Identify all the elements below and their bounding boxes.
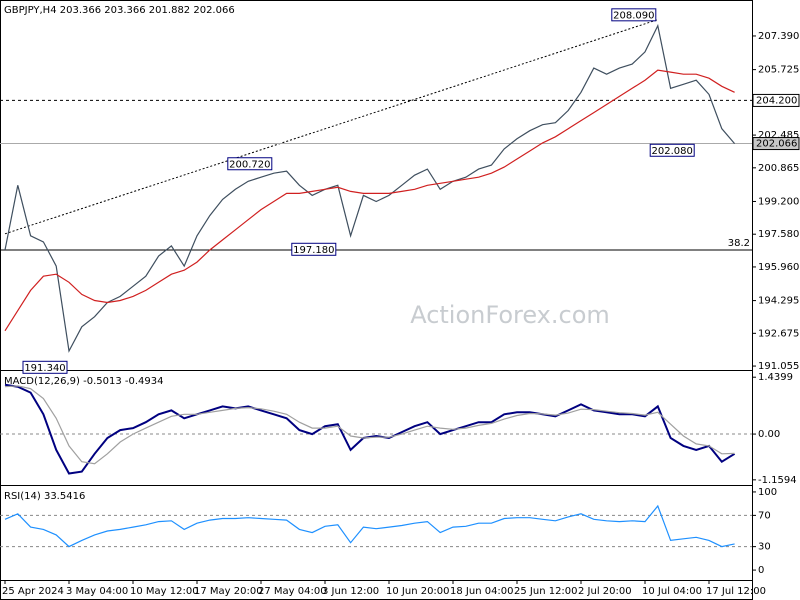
annotation-box bbox=[227, 157, 273, 171]
y-tick-label: 0.00 bbox=[758, 429, 780, 440]
annotation-box bbox=[649, 143, 695, 157]
annotation-label: 200.720 bbox=[229, 159, 270, 170]
y-tick-label: 205.725 bbox=[758, 65, 799, 76]
y-tick-label: 100 bbox=[758, 487, 777, 498]
annotation-box bbox=[22, 360, 68, 374]
watermark: ActionForex.com bbox=[410, 301, 610, 329]
series-line bbox=[4, 69, 735, 332]
x-tick-label: 17 Jul 12:00 bbox=[706, 586, 766, 597]
x-tick-label: 10 May 12:00 bbox=[130, 586, 199, 597]
price-label: 204.200 bbox=[756, 95, 797, 106]
y-tick-label: 0 bbox=[758, 565, 764, 576]
x-tick-label: 25 Apr 2024 bbox=[2, 586, 64, 597]
price-label: 202.066 bbox=[756, 139, 797, 150]
x-tick-label: 3 Jun 12:00 bbox=[322, 586, 379, 597]
series-line bbox=[4, 23, 736, 353]
y-tick-label: 202.485 bbox=[758, 130, 799, 141]
x-tick-label: 17 May 20:00 bbox=[194, 586, 263, 597]
series-line bbox=[4, 383, 736, 475]
annotation-label: 208.090 bbox=[613, 10, 654, 21]
y-tick-label: -1.1594 bbox=[758, 475, 797, 486]
x-tick-label: 3 May 04:00 bbox=[66, 586, 128, 597]
annotation-label: 191.340 bbox=[24, 363, 65, 374]
y-tick-label: 200.865 bbox=[758, 163, 799, 174]
y-tick-label: 192.675 bbox=[758, 328, 799, 339]
annotation-box bbox=[291, 242, 337, 256]
panel-title: MACD(12,26,9) -0.5013 -0.4934 bbox=[4, 376, 164, 387]
y-tick-label: 195.960 bbox=[758, 262, 799, 273]
panel-title: GBPJPY,H4 203.366 203.366 201.882 202.06… bbox=[4, 5, 235, 16]
series-line bbox=[4, 385, 735, 465]
x-tick-label: 18 Jun 04:00 bbox=[450, 586, 514, 597]
price-label-box bbox=[752, 93, 800, 107]
annotation-box bbox=[611, 8, 657, 22]
level-label: 38.2 bbox=[728, 238, 750, 249]
panel-title: RSI(14) 33.5416 bbox=[4, 491, 85, 502]
annotation-label: 197.180 bbox=[293, 245, 334, 256]
x-tick-label: 10 Jun 20:00 bbox=[386, 586, 450, 597]
y-tick-label: 194.295 bbox=[758, 296, 799, 307]
x-tick-label: 10 Jul 04:00 bbox=[642, 586, 702, 597]
y-tick-label: 199.200 bbox=[758, 196, 799, 207]
x-tick-label: 2 Jul 20:00 bbox=[578, 586, 632, 597]
y-tick-label: 197.580 bbox=[758, 229, 799, 240]
y-tick-label: 207.390 bbox=[758, 31, 799, 42]
annotation-label: 202.080 bbox=[652, 146, 693, 157]
x-tick-label: 27 May 04:00 bbox=[258, 586, 327, 597]
y-tick-label: 70 bbox=[758, 510, 771, 521]
x-tick-label: 25 Jun 12:00 bbox=[514, 586, 578, 597]
price-label-box bbox=[752, 137, 800, 151]
y-tick-label: 191.055 bbox=[758, 361, 799, 372]
series-line bbox=[4, 504, 735, 548]
y-tick-label: 30 bbox=[758, 542, 771, 553]
y-tick-label: 1.4399 bbox=[758, 372, 793, 383]
trend-line bbox=[4, 19, 658, 235]
